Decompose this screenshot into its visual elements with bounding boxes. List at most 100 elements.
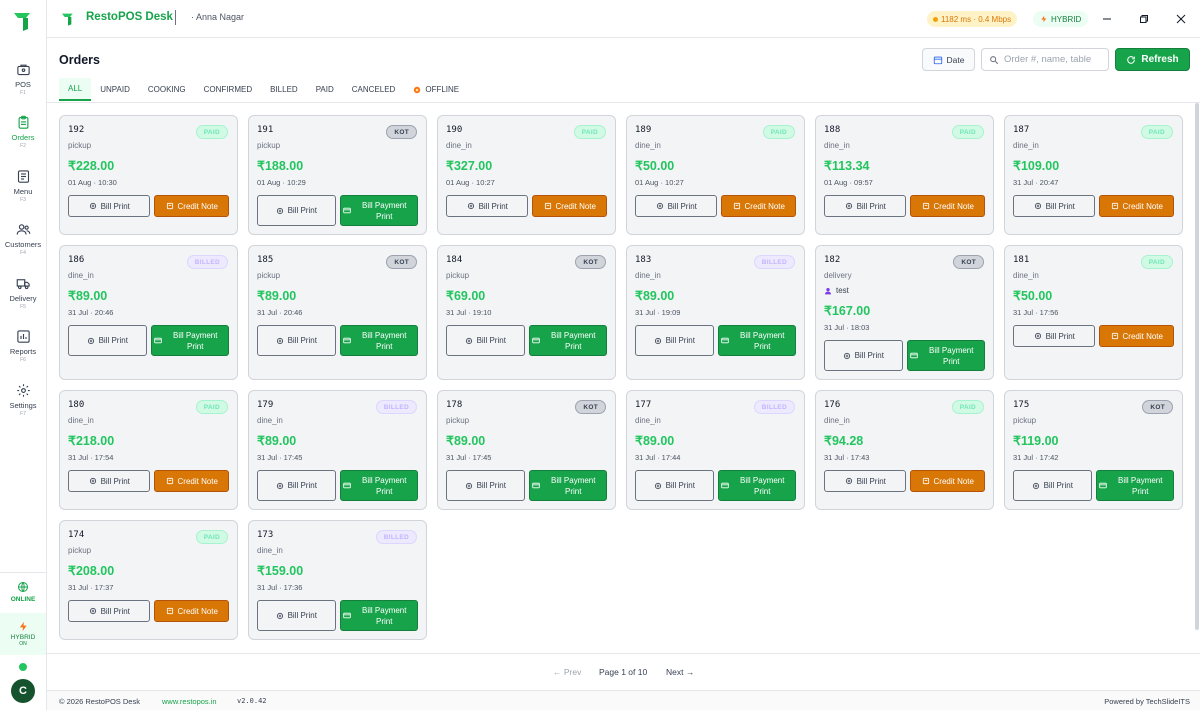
- bill-payment-print-button[interactable]: Bill Payment Print: [339, 195, 418, 226]
- maximize-button[interactable]: [1137, 12, 1151, 26]
- order-card[interactable]: 187 PAID dine_in ₹109.00 31 Jul · 20:47 …: [1004, 115, 1183, 235]
- order-time: 01 Aug · 10:29: [257, 178, 306, 187]
- order-card[interactable]: 184 KOT pickup ₹69.00 31 Jul · 19:10 Bil…: [437, 245, 616, 380]
- bill-print-button[interactable]: Bill Print: [446, 195, 529, 217]
- bill-print-button[interactable]: Bill Print: [68, 195, 151, 217]
- bill-print-button[interactable]: Bill Print: [257, 325, 336, 356]
- bill-print-button[interactable]: Bill Print: [68, 470, 151, 492]
- credit-note-button[interactable]: Credit Note: [532, 195, 607, 217]
- bill-print-label: Bill Print: [287, 206, 317, 215]
- order-card[interactable]: 186 BILLED dine_in ₹89.00 31 Jul · 20:46…: [59, 245, 238, 380]
- close-window-button[interactable]: [1174, 12, 1188, 26]
- sidebar-item-delivery[interactable]: Delivery F5: [0, 266, 46, 320]
- credit-note-button[interactable]: Credit Note: [910, 195, 985, 217]
- order-card[interactable]: 173 BILLED dine_in ₹159.00 31 Jul · 17:3…: [248, 520, 427, 640]
- sidebar-item-pos[interactable]: POS F1: [0, 52, 46, 106]
- bill-print-button[interactable]: Bill Print: [257, 470, 336, 501]
- search-input[interactable]: [1004, 54, 1104, 65]
- bill-payment-print-button[interactable]: Bill Payment Print: [339, 600, 418, 631]
- bill-payment-print-label: Bill Payment Print: [173, 330, 218, 351]
- credit-note-button[interactable]: Credit Note: [1099, 325, 1174, 347]
- order-card[interactable]: 179 BILLED dine_in ₹89.00 31 Jul · 17:45…: [248, 390, 427, 510]
- order-amount: ₹94.28: [824, 434, 864, 448]
- order-card[interactable]: 177 BILLED dine_in ₹89.00 31 Jul · 17:44…: [626, 390, 805, 510]
- bill-print-button[interactable]: Bill Print: [635, 195, 718, 217]
- bill-print-label: Bill Print: [1045, 201, 1075, 211]
- bill-print-button[interactable]: Bill Print: [1013, 195, 1096, 217]
- bill-payment-print-button[interactable]: Bill Payment Print: [528, 325, 607, 356]
- credit-note-button[interactable]: Credit Note: [154, 470, 229, 492]
- bill-payment-print-button[interactable]: Bill Payment Print: [150, 325, 229, 356]
- order-card[interactable]: 192 PAID pickup ₹228.00 01 Aug · 10:30 B…: [59, 115, 238, 235]
- bill-print-button[interactable]: Bill Print: [1013, 325, 1096, 347]
- payment-card-icon: [910, 352, 918, 359]
- order-card[interactable]: 175 KOT pickup ₹119.00 31 Jul · 17:42 Bi…: [1004, 390, 1183, 510]
- scrollbar[interactable]: [1195, 103, 1199, 630]
- credit-note-button[interactable]: Credit Note: [910, 470, 985, 492]
- bill-print-button[interactable]: Bill Print: [824, 340, 903, 371]
- tab-paid[interactable]: PAID: [307, 78, 343, 101]
- printer-icon: [276, 612, 283, 619]
- minimize-button[interactable]: [1100, 12, 1114, 26]
- order-card[interactable]: 190 PAID dine_in ₹327.00 01 Aug · 10:27 …: [437, 115, 616, 235]
- tab-billed[interactable]: BILLED: [261, 78, 307, 101]
- avatar[interactable]: C: [11, 679, 35, 703]
- online-status[interactable]: ONLINE: [0, 572, 46, 610]
- bill-payment-print-button[interactable]: Bill Payment Print: [717, 470, 796, 501]
- order-card[interactable]: 189 PAID dine_in ₹50.00 01 Aug · 10:27 B…: [626, 115, 805, 235]
- tab-cooking[interactable]: COOKING: [139, 78, 195, 101]
- bill-payment-print-button[interactable]: Bill Payment Print: [717, 325, 796, 356]
- refresh-button[interactable]: Refresh: [1115, 48, 1190, 71]
- order-card[interactable]: 185 KOT pickup ₹89.00 31 Jul · 20:46 Bil…: [248, 245, 427, 380]
- bill-print-button[interactable]: Bill Print: [635, 325, 714, 356]
- order-card[interactable]: 174 PAID pickup ₹208.00 31 Jul · 17:37 B…: [59, 520, 238, 640]
- order-card[interactable]: 176 PAID dine_in ₹94.28 31 Jul · 17:43 B…: [815, 390, 994, 510]
- order-card[interactable]: 180 PAID dine_in ₹218.00 31 Jul · 17:54 …: [59, 390, 238, 510]
- bill-print-button[interactable]: Bill Print: [446, 470, 525, 501]
- bill-payment-print-button[interactable]: Bill Payment Print: [339, 325, 418, 356]
- sidebar-item-orders[interactable]: Orders F2: [0, 106, 46, 160]
- bill-print-button[interactable]: Bill Print: [824, 195, 907, 217]
- sidebar-item-customers[interactable]: Customers F4: [0, 213, 46, 267]
- sidebar-item-settings[interactable]: Settings F7: [0, 373, 46, 427]
- sidebar-item-menu[interactable]: Menu F3: [0, 159, 46, 213]
- order-card[interactable]: 183 BILLED dine_in ₹89.00 31 Jul · 19:09…: [626, 245, 805, 380]
- online-label: ONLINE: [10, 595, 36, 603]
- order-card[interactable]: 188 PAID dine_in ₹113.34 01 Aug · 09:57 …: [815, 115, 994, 235]
- bill-print-button[interactable]: Bill Print: [68, 325, 147, 356]
- credit-note-button[interactable]: Credit Note: [154, 600, 229, 622]
- hybrid-toggle[interactable]: HYBRID ON: [0, 613, 46, 655]
- bill-print-button[interactable]: Bill Print: [257, 195, 336, 226]
- bill-print-button[interactable]: Bill Print: [635, 470, 714, 501]
- bill-print-button[interactable]: Bill Print: [1013, 470, 1092, 501]
- credit-note-button[interactable]: Credit Note: [1099, 195, 1174, 217]
- order-card[interactable]: 191 KOT pickup ₹188.00 01 Aug · 10:29 Bi…: [248, 115, 427, 235]
- bill-payment-print-button[interactable]: Bill Payment Print: [528, 470, 607, 501]
- bill-print-button[interactable]: Bill Print: [257, 600, 336, 631]
- bill-payment-print-button[interactable]: Bill Payment Print: [906, 340, 985, 371]
- sidebar-item-reports[interactable]: Reports F6: [0, 320, 46, 374]
- bill-payment-print-button[interactable]: Bill Payment Print: [339, 470, 418, 501]
- next-page-button[interactable]: Next →: [666, 667, 695, 677]
- website-link[interactable]: www.restopos.in: [162, 697, 217, 706]
- tab-all[interactable]: ALL: [59, 78, 92, 101]
- tab-confirmed[interactable]: CONFIRMED: [195, 78, 261, 101]
- date-filter-button[interactable]: Date: [922, 48, 975, 71]
- order-card[interactable]: 181 PAID dine_in ₹50.00 31 Jul · 17:56 B…: [1004, 245, 1183, 380]
- credit-note-button[interactable]: Credit Note: [721, 195, 796, 217]
- order-number: 192: [68, 125, 85, 135]
- order-type: dine_in: [257, 416, 283, 425]
- order-time: 31 Jul · 17:54: [68, 453, 114, 462]
- order-card[interactable]: 182 KOT delivery test ₹167.00 31 Jul · 18…: [815, 245, 994, 380]
- bill-print-button[interactable]: Bill Print: [68, 600, 151, 622]
- tab-canceled[interactable]: CANCELED: [343, 78, 405, 101]
- credit-note-button[interactable]: Credit Note: [154, 195, 229, 217]
- tab-offline[interactable]: OFFLINE: [404, 78, 468, 101]
- order-time: 01 Aug · 10:27: [635, 178, 684, 187]
- tab-unpaid[interactable]: UNPAID: [91, 78, 139, 101]
- prev-page-button[interactable]: ← Prev: [553, 667, 582, 677]
- bill-payment-print-button[interactable]: Bill Payment Print: [1095, 470, 1174, 501]
- bill-print-button[interactable]: Bill Print: [824, 470, 907, 492]
- order-card[interactable]: 178 KOT pickup ₹89.00 31 Jul · 17:45 Bil…: [437, 390, 616, 510]
- bill-print-button[interactable]: Bill Print: [446, 325, 525, 356]
